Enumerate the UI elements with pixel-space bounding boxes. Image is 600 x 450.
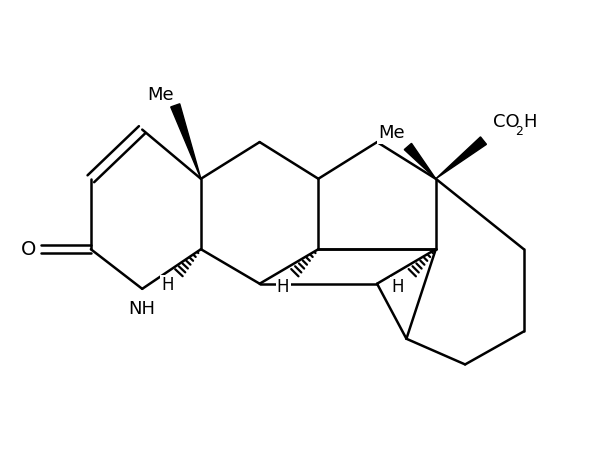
Text: H: H	[523, 113, 537, 131]
Text: 2: 2	[515, 125, 523, 138]
Text: H: H	[161, 276, 174, 294]
Polygon shape	[171, 104, 201, 179]
Text: CO: CO	[493, 113, 520, 131]
Text: H: H	[277, 279, 289, 297]
Text: H: H	[391, 279, 404, 297]
Polygon shape	[404, 144, 436, 179]
Text: NH: NH	[129, 301, 156, 319]
Polygon shape	[436, 137, 487, 179]
Text: Me: Me	[379, 124, 405, 142]
Text: Me: Me	[147, 86, 174, 104]
Text: O: O	[21, 240, 36, 259]
